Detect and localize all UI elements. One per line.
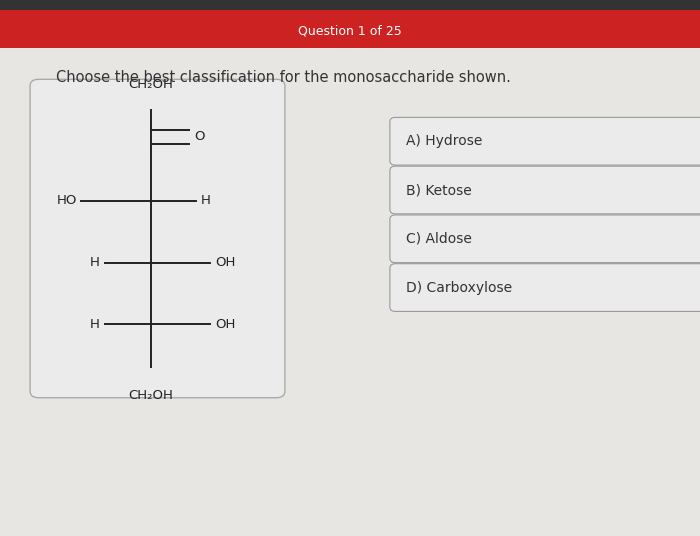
FancyBboxPatch shape — [390, 264, 700, 311]
Text: CH₂OH: CH₂OH — [128, 78, 173, 91]
Text: H: H — [201, 195, 211, 207]
Text: D) Carboxylose: D) Carboxylose — [406, 280, 512, 295]
FancyBboxPatch shape — [390, 117, 700, 165]
Bar — [0, 0, 700, 10]
Text: A) Hydrose: A) Hydrose — [406, 134, 482, 148]
Text: O: O — [195, 130, 205, 143]
FancyBboxPatch shape — [30, 79, 285, 398]
Text: CH₂OH: CH₂OH — [128, 389, 173, 401]
Bar — [0, 10, 700, 48]
Text: H: H — [90, 318, 100, 331]
Text: OH: OH — [215, 318, 235, 331]
Text: B) Ketose: B) Ketose — [406, 183, 472, 197]
Text: OH: OH — [215, 256, 235, 269]
Text: Choose the best classification for the monosaccharide shown.: Choose the best classification for the m… — [56, 70, 511, 85]
Text: HO: HO — [57, 195, 77, 207]
Text: C) Aldose: C) Aldose — [406, 232, 472, 246]
Text: H: H — [90, 256, 100, 269]
FancyBboxPatch shape — [390, 166, 700, 214]
Text: Question 1 of 25: Question 1 of 25 — [298, 24, 402, 38]
FancyBboxPatch shape — [390, 215, 700, 263]
